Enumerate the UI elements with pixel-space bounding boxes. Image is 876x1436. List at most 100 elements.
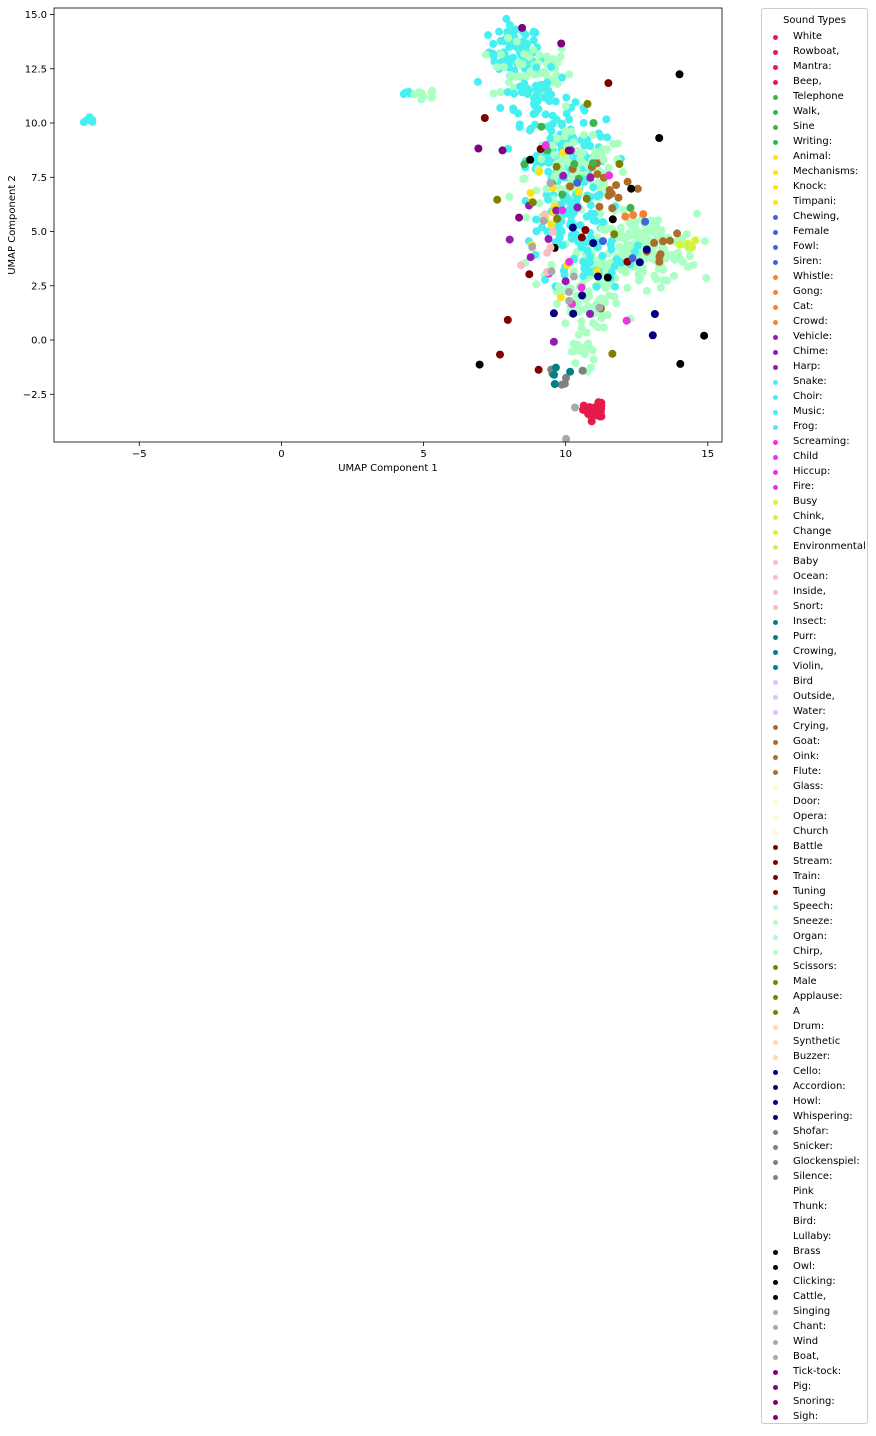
scatter-point	[586, 252, 594, 261]
legend-item: Whispering:	[762, 1110, 867, 1125]
legend-item: Tick-tock:	[762, 1365, 867, 1380]
legend-item: Flute:	[762, 765, 867, 780]
legend-label: Music:	[793, 406, 825, 417]
scatter-point	[549, 309, 558, 318]
y-tick-label: 0.0	[31, 336, 47, 347]
legend-marker	[773, 605, 778, 610]
legend-marker	[773, 380, 778, 385]
legend-label: Speech:	[793, 901, 834, 912]
legend-marker	[773, 710, 778, 715]
legend-marker	[773, 65, 778, 70]
legend-label: Change	[793, 526, 832, 537]
legend-label: Chant:	[793, 1321, 827, 1332]
scatter-point	[656, 283, 665, 292]
scatter-point	[603, 273, 612, 282]
legend-marker	[773, 830, 778, 835]
legend-marker	[773, 200, 778, 205]
legend-item: A	[762, 1005, 867, 1020]
legend-item: Sigh:	[762, 1410, 867, 1425]
legend-marker	[773, 800, 778, 805]
legend-item: Brass	[762, 1245, 867, 1260]
legend-marker	[773, 1415, 778, 1420]
legend-marker	[773, 845, 778, 850]
scatter-point	[537, 155, 546, 163]
legend-item: Glockenspiel:	[762, 1155, 867, 1170]
scatter-point	[410, 90, 419, 99]
legend-label: Tuning	[793, 886, 826, 897]
scatter-point	[586, 173, 595, 182]
legend-label: Glockenspiel:	[793, 1156, 860, 1167]
scatter-point	[480, 114, 489, 122]
scatter-point	[623, 283, 632, 292]
legend-item: Door:	[762, 795, 867, 810]
legend-item: Stream:	[762, 855, 867, 870]
legend-item: Scissors:	[762, 960, 867, 975]
legend-marker	[773, 560, 778, 565]
scatter-point	[495, 27, 504, 36]
legend-marker	[773, 1385, 778, 1390]
scatter-point	[557, 39, 566, 48]
scatter-point	[642, 286, 651, 295]
scatter-point	[670, 271, 678, 280]
scatter-point	[532, 186, 541, 195]
scatter-point	[505, 192, 514, 201]
legend-marker	[773, 335, 778, 340]
legend-item: Pink	[762, 1185, 867, 1200]
legend-marker	[773, 545, 778, 550]
scatter-point	[547, 267, 556, 276]
scatter-point	[473, 77, 482, 86]
scatter-point	[599, 323, 608, 332]
legend-label: Fire:	[793, 481, 815, 492]
scatter-point	[565, 296, 574, 305]
scatter-point	[571, 98, 580, 107]
scatter-point	[595, 180, 604, 189]
scatter-point	[582, 194, 591, 203]
y-tick-label: 10.0	[25, 119, 47, 130]
legend-label: Purr:	[793, 631, 817, 642]
legend-marker	[773, 1055, 778, 1060]
scatter-point	[610, 292, 619, 301]
scatter-point	[639, 210, 648, 219]
legend-item: Gong:	[762, 285, 867, 300]
scatter-point	[546, 243, 555, 252]
scatter-point	[595, 202, 604, 211]
legend-marker	[773, 215, 778, 220]
legend-marker	[773, 1190, 778, 1195]
legend-label: Water:	[793, 706, 826, 717]
legend-label: Synthetic	[793, 1036, 841, 1047]
scatter-point	[509, 25, 518, 34]
legend-item: Change	[762, 525, 867, 540]
x-tick-label: −5	[132, 449, 147, 460]
legend-item: Battle	[762, 840, 867, 855]
legend-marker	[773, 1295, 778, 1300]
scatter-point	[685, 252, 694, 261]
scatter-point	[518, 23, 527, 32]
legend-marker	[773, 1115, 778, 1120]
legend-marker	[773, 590, 778, 595]
legend-item: Tuning	[762, 885, 867, 900]
scatter-point	[691, 236, 700, 245]
legend-marker	[773, 815, 778, 820]
scatter-point	[610, 262, 619, 271]
scatter-point	[566, 367, 575, 376]
scatter-point	[529, 27, 538, 36]
legend-item: Siren:	[762, 255, 867, 270]
scatter-point	[636, 267, 645, 276]
scatter-point	[551, 97, 560, 106]
scatter-point	[619, 205, 628, 214]
legend-item: White	[762, 30, 867, 45]
legend-item: Screaming:	[762, 435, 867, 450]
legend-marker	[773, 1340, 778, 1345]
legend-item: Vehicle:	[762, 330, 867, 345]
scatter-point	[581, 226, 590, 234]
scatter-point	[591, 216, 600, 225]
scatter-point	[595, 408, 604, 417]
legend-item: Sneeze:	[762, 915, 867, 930]
legend-label: Train:	[793, 871, 821, 882]
legend-label: Wind	[793, 1336, 819, 1347]
scatter-point	[567, 347, 576, 356]
scatter-point	[539, 216, 548, 225]
scatter-point	[616, 477, 624, 485]
scatter-point	[615, 160, 624, 168]
scatter-point	[547, 62, 555, 71]
